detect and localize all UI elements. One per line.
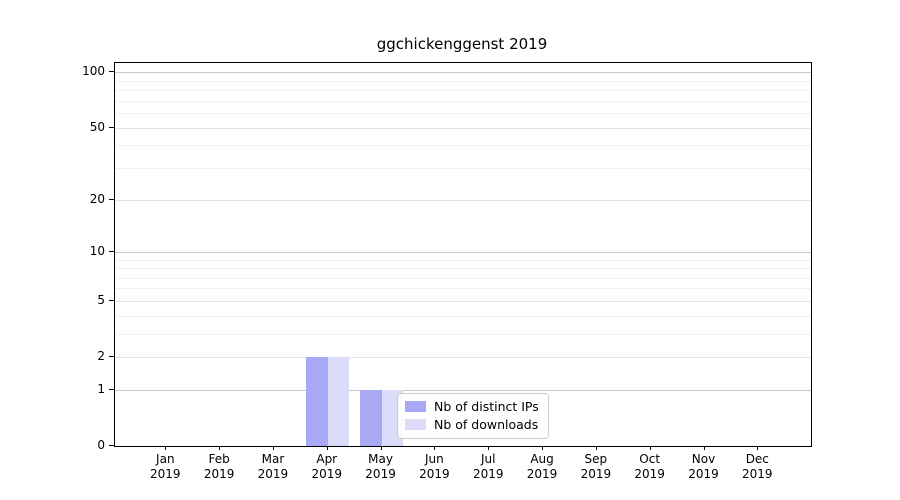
x-tick-year: 2019 xyxy=(419,467,450,481)
x-tick-mark xyxy=(488,446,490,450)
gridline xyxy=(115,300,811,302)
x-tick-year: 2019 xyxy=(634,467,665,481)
y-tick-label: 5 xyxy=(97,292,105,307)
gridline xyxy=(115,251,811,253)
y-tick-label: 20 xyxy=(89,191,105,206)
x-tick-month: Oct xyxy=(639,452,661,466)
x-tick-label: Mar 2019 xyxy=(243,452,303,482)
x-tick-mark xyxy=(326,446,328,450)
x-tick-month: Apr xyxy=(316,452,338,466)
x-tick-year: 2019 xyxy=(311,467,343,481)
gridline xyxy=(115,199,811,201)
legend-item-distinct-ips: Nb of distinct IPs xyxy=(405,399,539,414)
legend: Nb of distinct IPs Nb of downloads xyxy=(397,393,549,439)
x-tick-year: 2019 xyxy=(742,467,773,481)
bar-distinct-ips xyxy=(306,357,328,446)
x-tick-label: Jul 2019 xyxy=(458,452,518,482)
x-tick-year: 2019 xyxy=(526,467,558,481)
gridline-minor xyxy=(115,259,811,261)
x-tick-month: Dec xyxy=(745,452,769,466)
x-tick-month: Feb xyxy=(208,452,230,466)
y-tick-mark xyxy=(109,445,114,446)
x-tick-year: 2019 xyxy=(203,467,235,481)
x-tick-month: Mar xyxy=(261,452,285,466)
y-tick-mark xyxy=(109,388,114,390)
gridline-minor xyxy=(115,277,811,279)
gridline-minor xyxy=(115,315,811,317)
x-tick-label: May 2019 xyxy=(351,452,411,482)
x-tick-mark xyxy=(272,446,274,450)
x-tick-year: 2019 xyxy=(365,467,396,481)
y-tick-mark xyxy=(109,71,114,73)
x-tick-mark xyxy=(703,446,705,450)
x-tick-mark xyxy=(219,446,221,450)
x-tick-month: May xyxy=(368,452,393,466)
y-tick-label: 0 xyxy=(97,438,105,452)
gridline-minor xyxy=(115,90,811,92)
gridline-minor xyxy=(115,333,811,335)
gridline-minor xyxy=(115,80,811,82)
x-tick-month: Jul xyxy=(480,452,496,466)
bar-distinct-ips xyxy=(360,389,382,446)
x-tick-label: Jun 2019 xyxy=(404,452,464,482)
x-tick-mark xyxy=(380,446,382,450)
y-tick-label: 50 xyxy=(89,119,105,134)
x-tick-year: 2019 xyxy=(257,467,289,481)
y-tick-mark xyxy=(109,356,114,358)
gridline-minor xyxy=(115,288,811,290)
x-tick-month: Jan xyxy=(156,452,175,466)
x-tick-label: Nov 2019 xyxy=(674,452,734,482)
gridline xyxy=(115,389,811,391)
x-tick-label: Apr 2019 xyxy=(297,452,357,482)
y-tick-mark xyxy=(109,250,114,252)
gridline xyxy=(115,127,811,129)
x-tick-label: Feb 2019 xyxy=(189,452,249,482)
legend-label-downloads: Nb of downloads xyxy=(434,417,539,432)
y-tick-mark xyxy=(109,198,114,200)
y-tick-label: 2 xyxy=(97,349,105,364)
chart-title: ggchickenggenst 2019 xyxy=(376,35,548,53)
gridline-minor xyxy=(115,268,811,270)
x-tick-label: Jan 2019 xyxy=(135,452,195,482)
x-tick-mark xyxy=(649,446,651,450)
gridline-minor xyxy=(115,100,811,102)
x-tick-mark xyxy=(595,446,597,450)
x-tick-month: Jun xyxy=(425,452,444,466)
gridline-minor xyxy=(115,168,811,169)
gridline xyxy=(115,357,811,359)
x-tick-label: Oct 2019 xyxy=(620,452,680,482)
x-tick-month: Aug xyxy=(530,452,554,466)
x-tick-mark xyxy=(757,446,759,450)
x-tick-label: Aug 2019 xyxy=(512,452,572,482)
y-tick-label: 10 xyxy=(89,243,105,258)
x-tick-label: Dec 2019 xyxy=(727,452,787,482)
y-tick-label: 1 xyxy=(97,381,105,396)
gridline-minor xyxy=(115,113,811,115)
y-tick-mark xyxy=(109,299,114,301)
gridline xyxy=(115,72,811,74)
x-tick-year: 2019 xyxy=(472,467,504,481)
plot-area: Nb of distinct IPs Nb of downloads xyxy=(114,62,812,447)
x-tick-year: 2019 xyxy=(580,467,612,481)
legend-label-distinct-ips: Nb of distinct IPs xyxy=(434,399,539,414)
x-tick-mark xyxy=(165,446,167,450)
x-tick-month: Nov xyxy=(691,452,716,466)
x-tick-year: 2019 xyxy=(688,467,719,481)
x-tick-mark xyxy=(434,446,436,450)
y-tick-label: 100 xyxy=(82,64,105,79)
legend-item-downloads: Nb of downloads xyxy=(405,417,539,432)
y-tick-mark xyxy=(109,126,114,128)
x-tick-mark xyxy=(542,446,544,450)
x-tick-year: 2019 xyxy=(150,467,181,481)
legend-swatch-distinct-ips-icon xyxy=(405,401,426,412)
legend-swatch-downloads-icon xyxy=(405,419,426,430)
x-tick-label: Sep 2019 xyxy=(566,452,626,482)
gridline-minor xyxy=(115,145,811,147)
bar-downloads xyxy=(327,357,350,446)
x-tick-month: Sep xyxy=(584,452,608,466)
